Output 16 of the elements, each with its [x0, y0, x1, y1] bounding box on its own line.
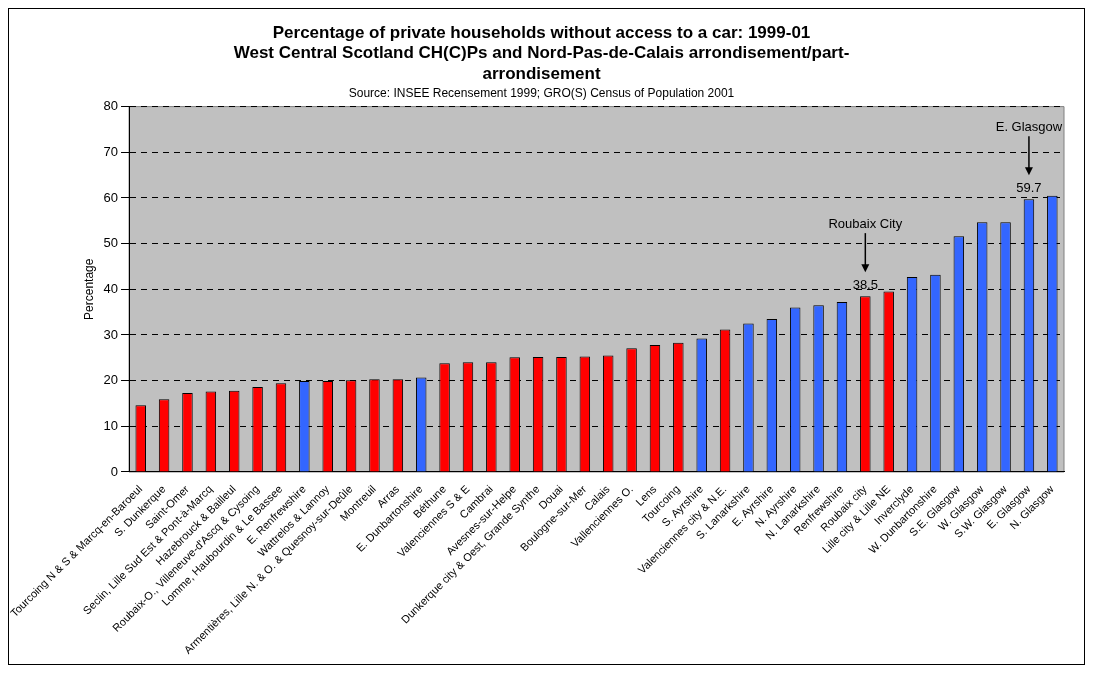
y-tick-label: 70	[103, 143, 119, 159]
chart-subtitle: Source: INSEE Recensement 1999; GRO(S) Census of Population 2001	[348, 85, 735, 100]
y-tick-label: 80	[103, 98, 119, 114]
y-tick-label: 0	[110, 463, 119, 479]
y-tick-label: 30	[103, 326, 119, 342]
y-tick-label: 50	[103, 235, 119, 251]
y-tick-label: 20	[103, 372, 119, 388]
y-tick-label: 40	[103, 280, 119, 296]
data-label: 59.7	[1016, 180, 1042, 196]
y-axis-title: Percentage	[81, 258, 96, 320]
annotation: Roubaix City	[828, 215, 903, 231]
y-tick-label: 60	[103, 189, 119, 205]
chart-title: Percentage of private households without access to a car: 1999-01 West Central Scotland CH(C)Ps and Nord-Pas-de-Calais arrondisement/part- arrondisement	[233, 22, 850, 83]
y-tick-label: 10	[103, 417, 119, 433]
annotation: E. Glasgow	[995, 118, 1063, 134]
data-label: 38.5	[852, 277, 878, 293]
